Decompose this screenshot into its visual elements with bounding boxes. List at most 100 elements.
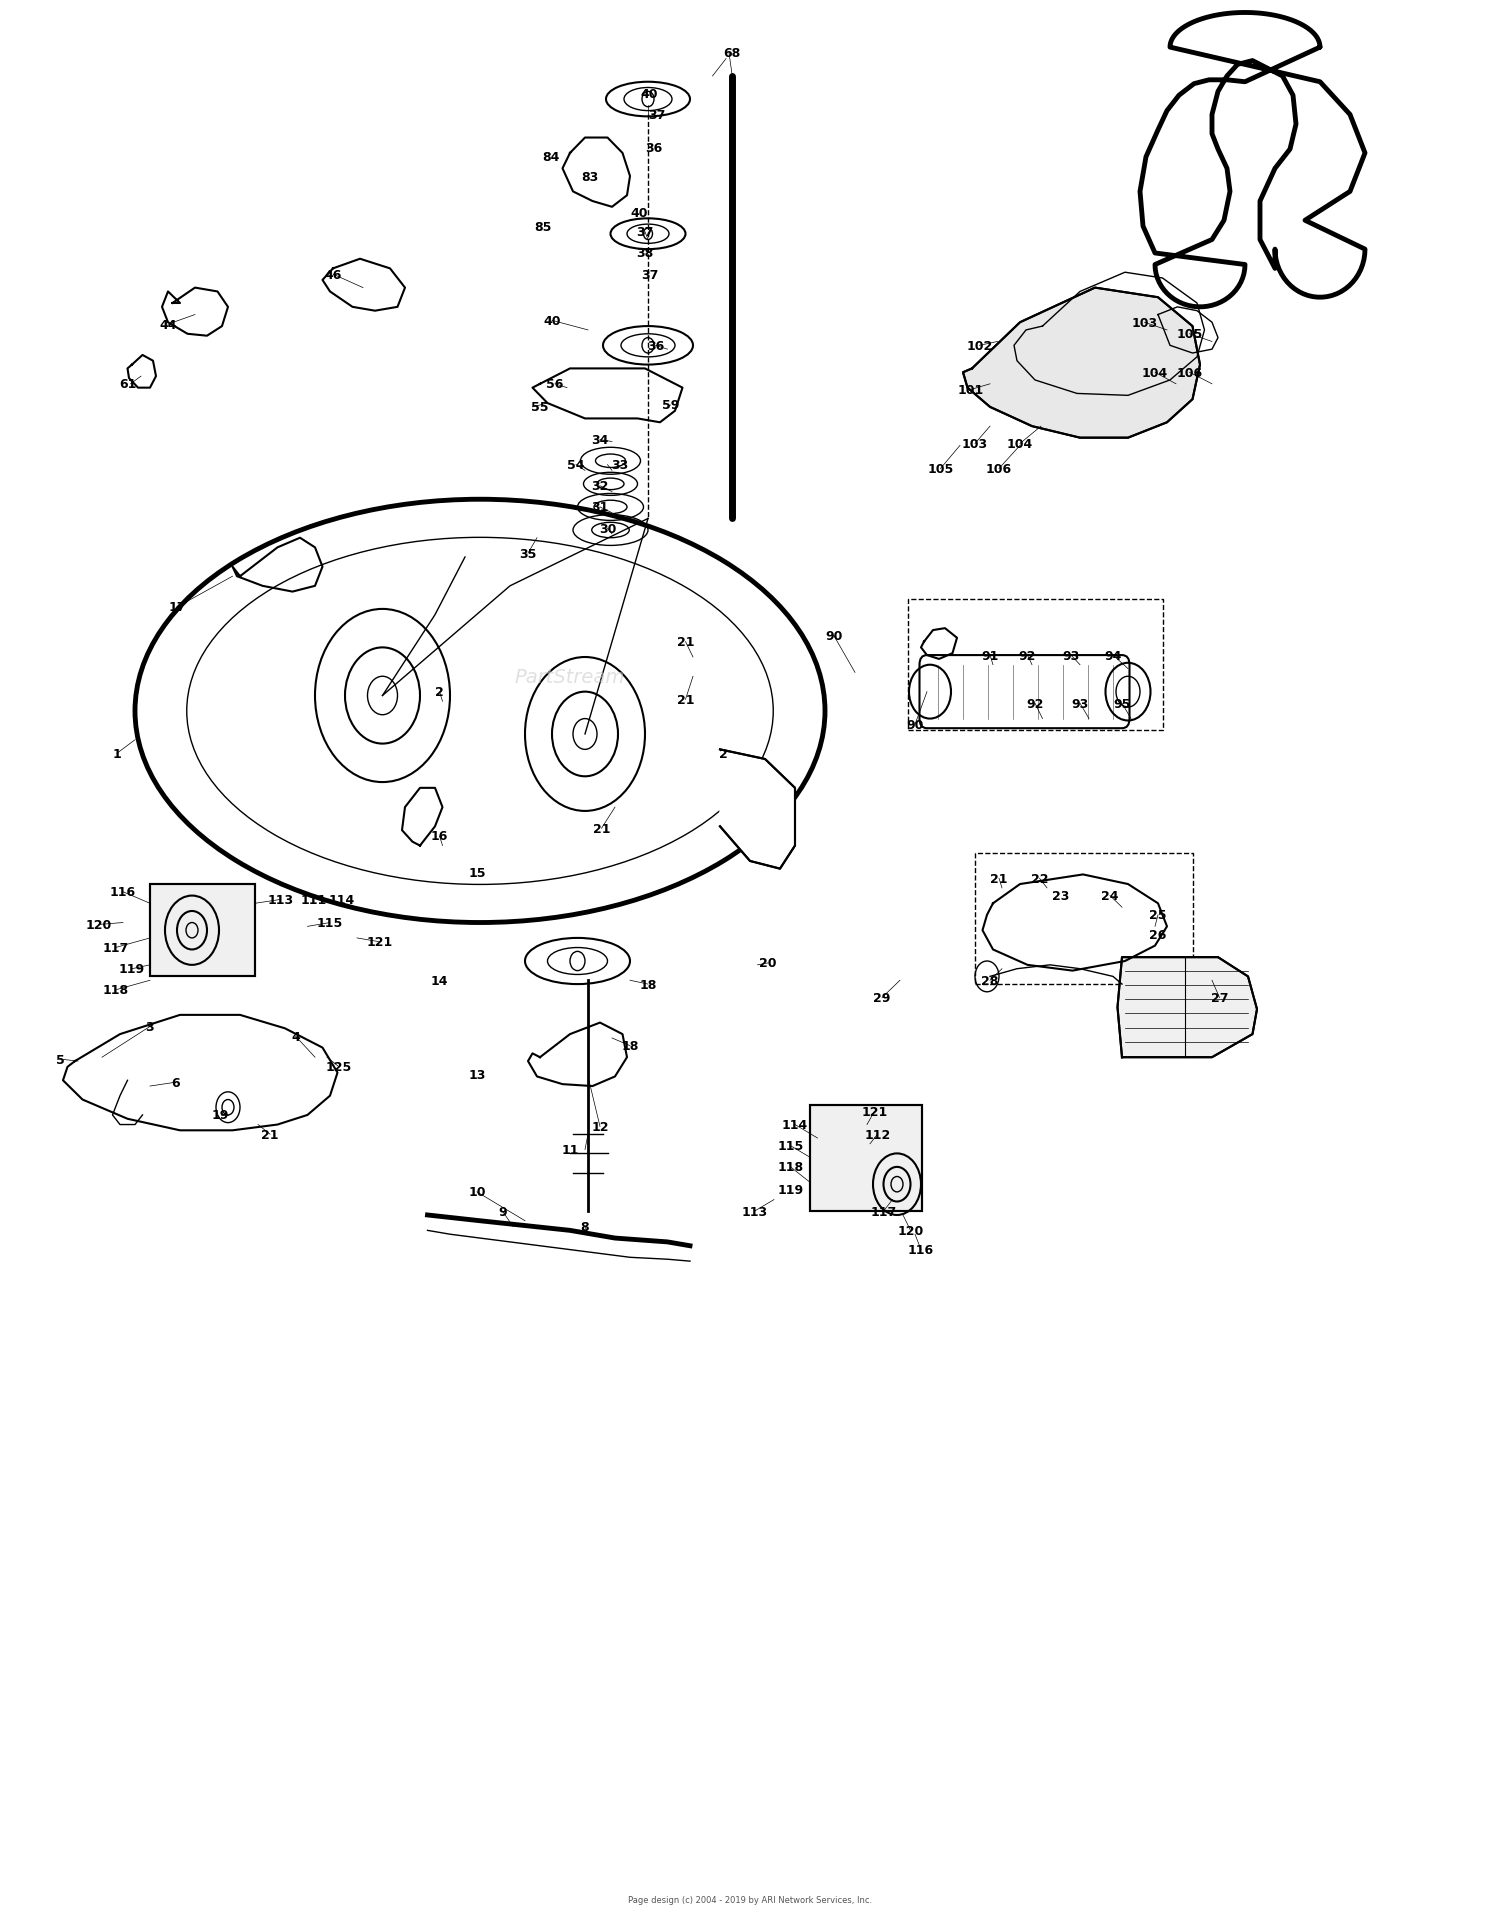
Text: 116: 116 [908,1244,934,1256]
Text: 36: 36 [645,142,663,154]
Text: 116: 116 [110,887,136,898]
Text: 46: 46 [324,269,342,281]
Text: 21: 21 [676,694,694,706]
Text: 37: 37 [648,110,666,121]
Text: 117: 117 [870,1206,897,1217]
Text: 114: 114 [328,894,356,906]
Text: 21: 21 [676,637,694,648]
Text: 9: 9 [498,1206,507,1217]
Text: 20: 20 [759,958,777,969]
Text: 14: 14 [430,975,448,986]
Text: 21: 21 [990,873,1008,885]
Text: 40: 40 [543,315,561,327]
Text: 93: 93 [1071,698,1089,710]
Text: 118: 118 [102,985,129,996]
Text: 121: 121 [861,1106,888,1117]
Text: 31: 31 [591,502,609,513]
Text: 28: 28 [981,975,999,986]
Text: PartStream: PartStream [514,667,625,687]
Bar [810,1106,922,1211]
Text: 6: 6 [171,1077,180,1088]
Text: 38: 38 [636,248,654,260]
Polygon shape [1118,958,1257,1058]
Text: 106: 106 [1176,367,1203,379]
Text: 115: 115 [316,917,344,929]
Text: 37: 37 [640,269,658,281]
Text: 37: 37 [636,227,654,238]
Text: 68: 68 [723,48,741,60]
Text: 83: 83 [580,171,598,183]
Text: 114: 114 [782,1119,808,1131]
Text: 36: 36 [646,340,664,352]
Text: 84: 84 [542,152,560,163]
Text: 19: 19 [211,1110,230,1121]
Text: 104: 104 [1142,367,1168,379]
Text: 85: 85 [534,221,552,233]
Text: 2: 2 [435,687,444,698]
Text: 113: 113 [741,1206,768,1217]
Text: 25: 25 [1149,910,1167,921]
Text: 94: 94 [1104,650,1122,662]
Text: 102: 102 [966,340,993,352]
Text: 18: 18 [621,1040,639,1052]
Bar [810,1106,922,1211]
Text: 104: 104 [1007,438,1034,450]
Text: 125: 125 [326,1061,352,1073]
Text: 120: 120 [86,919,112,931]
FancyBboxPatch shape [920,656,1130,729]
Text: 17: 17 [168,602,186,613]
Text: 5: 5 [56,1054,64,1065]
Text: 91: 91 [981,650,999,662]
Text: 113: 113 [267,894,294,906]
Text: 24: 24 [1101,890,1119,902]
Text: 55: 55 [531,402,549,413]
Text: 105: 105 [927,463,954,475]
Text: 30: 30 [598,523,616,535]
Polygon shape [720,750,795,869]
Text: 4: 4 [291,1031,300,1042]
Text: 10: 10 [468,1186,486,1198]
Text: 21: 21 [592,823,610,835]
Text: 3: 3 [146,1021,154,1033]
Text: 111: 111 [300,894,327,906]
Text: 61: 61 [118,379,136,390]
Bar [150,885,255,977]
Text: 92: 92 [1026,698,1044,710]
Text: 56: 56 [546,379,564,390]
Text: 23: 23 [1052,890,1070,902]
Text: 117: 117 [102,942,129,954]
Text: 35: 35 [519,548,537,560]
Text: 93: 93 [1062,650,1080,662]
Text: 121: 121 [366,937,393,948]
Text: 95: 95 [1113,698,1131,710]
Text: 59: 59 [662,400,680,412]
Text: 90: 90 [825,631,843,642]
Text: 21: 21 [261,1129,279,1140]
Text: 26: 26 [1149,929,1167,940]
Text: 18: 18 [639,979,657,990]
Text: 103: 103 [962,438,988,450]
Text: 15: 15 [468,867,486,879]
Text: 13: 13 [468,1069,486,1081]
Text: 119: 119 [118,963,146,975]
Text: 92: 92 [1019,650,1036,662]
Bar [908,600,1162,731]
Text: 1: 1 [112,748,122,760]
Bar [150,885,255,977]
Text: 105: 105 [1176,329,1203,340]
Text: Page design (c) 2004 - 2019 by ARI Network Services, Inc.: Page design (c) 2004 - 2019 by ARI Netwo… [628,1894,872,1904]
Text: 33: 33 [610,460,628,471]
Text: 32: 32 [591,481,609,492]
Text: 101: 101 [957,385,984,396]
Text: 54: 54 [567,460,585,471]
Bar [975,854,1192,985]
Text: 120: 120 [897,1225,924,1236]
Text: 103: 103 [1131,317,1158,329]
Text: 112: 112 [864,1129,891,1140]
Text: 115: 115 [777,1140,804,1152]
Text: 8: 8 [580,1221,590,1233]
Text: 44: 44 [159,319,177,331]
Text: 119: 119 [777,1185,804,1196]
Text: 90: 90 [906,719,924,731]
Text: 29: 29 [873,992,891,1004]
